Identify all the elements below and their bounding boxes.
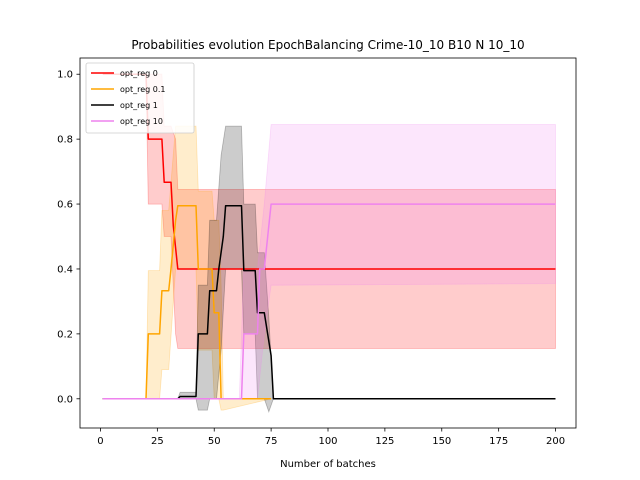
- y-axis: 0.0 0.2 0.4 0.6 0.8 1.0: [57, 70, 80, 405]
- series-line-3: [102, 203, 556, 400]
- y-tick-label-0: 0.0: [57, 394, 73, 405]
- y-tick-label-1: 0.2: [57, 329, 73, 340]
- x-tick-label-3: 75: [265, 436, 278, 447]
- legend-label-2: opt_reg 1: [120, 101, 158, 110]
- legend-box: [85, 62, 195, 134]
- x-tick-label-1: 25: [151, 436, 164, 447]
- x-tick-label-7: 175: [489, 436, 508, 447]
- legend-label-3: opt_reg 10: [120, 117, 163, 126]
- plot-area: [102, 73, 556, 414]
- x-axis-label: Number of batches: [280, 459, 376, 470]
- x-tick-label-6: 150: [432, 436, 451, 447]
- y-tick-label-3: 0.6: [57, 200, 73, 211]
- x-tick-label-5: 125: [375, 436, 394, 447]
- y-tick-label-5: 1.0: [57, 70, 73, 81]
- y-tick-label-2: 0.4: [57, 264, 73, 275]
- legend-label-1: opt_reg 0.1: [120, 85, 166, 94]
- series-line-2: [102, 204, 556, 400]
- x-tick-label-2: 50: [208, 436, 221, 447]
- legend-label-0: opt_reg 0: [120, 69, 158, 78]
- x-tick-label-4: 100: [318, 436, 337, 447]
- y-tick-label-4: 0.8: [57, 135, 73, 146]
- legend: opt_reg 0 opt_reg 0.1 opt_reg 1 opt_reg 10: [85, 62, 195, 134]
- x-tick-label-8: 200: [546, 436, 565, 447]
- chart-title: Probabilities evolution EpochBalancing C…: [131, 38, 524, 52]
- x-axis: 0 25 50 75 100 125 150 175 200: [97, 428, 565, 447]
- x-tick-label-0: 0: [97, 436, 103, 447]
